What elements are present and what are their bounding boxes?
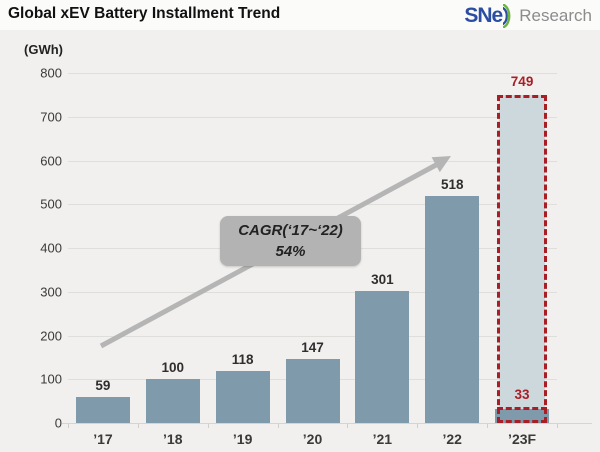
gridline-500 [68,204,557,206]
y-axis-unit-label: (GWh) [24,42,63,57]
cagr-annotation-line1: CAGR(‘17~‘22) [238,222,343,239]
x-axis-label-’21: ’21 [372,431,393,447]
page-title: Global xEV Battery Installment Trend [8,5,281,22]
x-axis-tick-mark [68,424,69,428]
gridline-800 [68,73,557,74]
x-axis-label-’20: ’20 [302,431,323,447]
bar-value-label-’20: 147 [301,339,324,355]
y-axis-tick-100: 100 [40,371,62,387]
gridline-300 [68,291,557,293]
x-axis-label-’22: ’22 [442,431,462,447]
forecast-total-label: 749 [510,74,534,90]
x-axis-tick-mark [277,424,279,428]
y-axis-tick-400: 400 [40,240,62,256]
sne-research-logo: SNe Research [464,3,592,29]
y-axis-tick-0: 0 [54,415,62,431]
y-axis-tick-600: 600 [40,153,62,168]
logo-swoosh-icon [503,4,511,28]
bar-’21 [355,291,410,423]
bar-value-label-’21: 301 [371,272,394,288]
x-axis-label-’23F: ’23F [508,431,537,447]
forecast-bar-fill [499,95,546,423]
logo-research-text: Research [519,6,592,25]
bar-value-label-’17: 59 [95,378,111,394]
x-axis-line [62,423,592,424]
bar-’19 [215,371,270,423]
forecast-actual-bar [495,408,550,423]
gridline-700 [68,116,557,118]
bar-’22 [425,196,480,423]
logo-sne-text: SNe [464,4,503,27]
gridline-200 [68,335,557,337]
forecast-bar-dashed-border [497,95,548,423]
y-axis-tick-800: 800 [40,65,62,81]
bar-value-label-’18: 100 [161,360,185,376]
bar-’17 [75,397,130,423]
y-axis-tick-700: 700 [40,109,62,125]
x-axis-label-’19: ’19 [232,431,253,447]
x-axis-tick-mark [557,424,558,428]
y-axis-tick-500: 500 [40,196,62,212]
x-axis-tick-mark [137,424,139,428]
x-axis-label-’18: ’18 [163,431,183,447]
forecast-actual-divider [497,406,548,410]
bar-’20 [285,358,340,423]
forecast-actual-label: 33 [514,386,530,402]
header-bar: Global xEV Battery Installment Trend SNe… [0,0,600,30]
x-axis-tick-mark [347,424,349,428]
x-axis-tick-mark [487,424,489,428]
x-axis-tick-mark [417,424,419,428]
x-axis-label-’17: ’17 [93,431,113,447]
y-axis-tick-200: 200 [40,328,62,343]
x-axis-tick-mark [207,424,209,428]
bar-value-label-’19: 118 [231,352,254,368]
cagr-annotation-line2: 54% [275,243,306,260]
y-axis-tick-300: 300 [40,284,62,300]
bar-’18 [145,379,200,423]
gridline-600 [68,160,557,162]
cagr-annotation-box: CAGR(‘17~‘22) 54% [220,216,361,266]
bar-value-label-’22: 518 [440,177,464,193]
